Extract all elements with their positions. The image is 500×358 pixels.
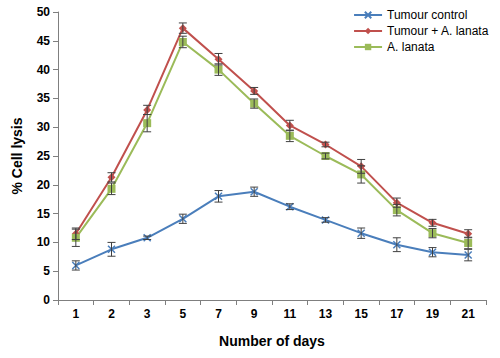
svg-text:30: 30 — [37, 120, 51, 134]
svg-text:21: 21 — [461, 307, 475, 321]
svg-text:9: 9 — [251, 307, 258, 321]
svg-text:7: 7 — [215, 307, 222, 321]
svg-text:19: 19 — [426, 307, 440, 321]
svg-text:20: 20 — [37, 178, 51, 192]
svg-text:% Cell lysis: % Cell lysis — [9, 117, 25, 194]
svg-text:13: 13 — [319, 307, 333, 321]
svg-text:15: 15 — [37, 207, 51, 221]
svg-text:45: 45 — [37, 34, 51, 48]
svg-text:25: 25 — [37, 149, 51, 163]
svg-text:3: 3 — [144, 307, 151, 321]
svg-text:11: 11 — [283, 307, 296, 321]
svg-text:A. lanata: A. lanata — [387, 40, 435, 54]
svg-text:5: 5 — [179, 307, 186, 321]
svg-text:17: 17 — [390, 307, 404, 321]
svg-text:40: 40 — [37, 63, 51, 77]
svg-text:Tumour control: Tumour control — [387, 8, 467, 22]
svg-text:50: 50 — [37, 5, 51, 19]
svg-text:35: 35 — [37, 91, 51, 105]
svg-text:2: 2 — [108, 307, 115, 321]
svg-text:15: 15 — [354, 307, 368, 321]
svg-text:Number of days: Number of days — [219, 333, 325, 349]
svg-text:Tumour + A. lanata: Tumour + A. lanata — [387, 24, 489, 38]
svg-text:5: 5 — [43, 264, 50, 278]
svg-text:1: 1 — [72, 307, 79, 321]
svg-text:10: 10 — [37, 235, 51, 249]
svg-text:0: 0 — [43, 293, 50, 307]
